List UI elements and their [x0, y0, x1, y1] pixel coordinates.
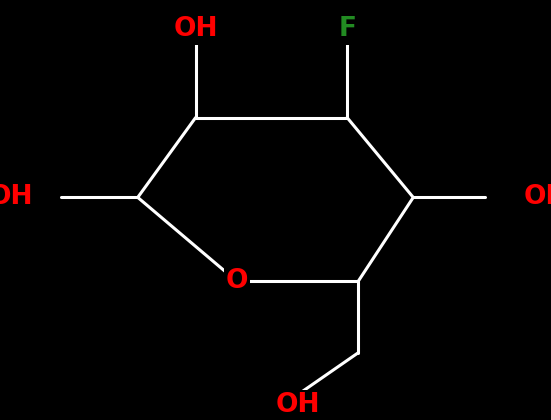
Text: OH: OH: [0, 184, 33, 210]
Text: OH: OH: [174, 16, 218, 42]
Text: F: F: [338, 16, 356, 42]
Text: OH: OH: [523, 184, 551, 210]
Text: O: O: [226, 268, 248, 294]
Text: OH: OH: [276, 392, 320, 418]
